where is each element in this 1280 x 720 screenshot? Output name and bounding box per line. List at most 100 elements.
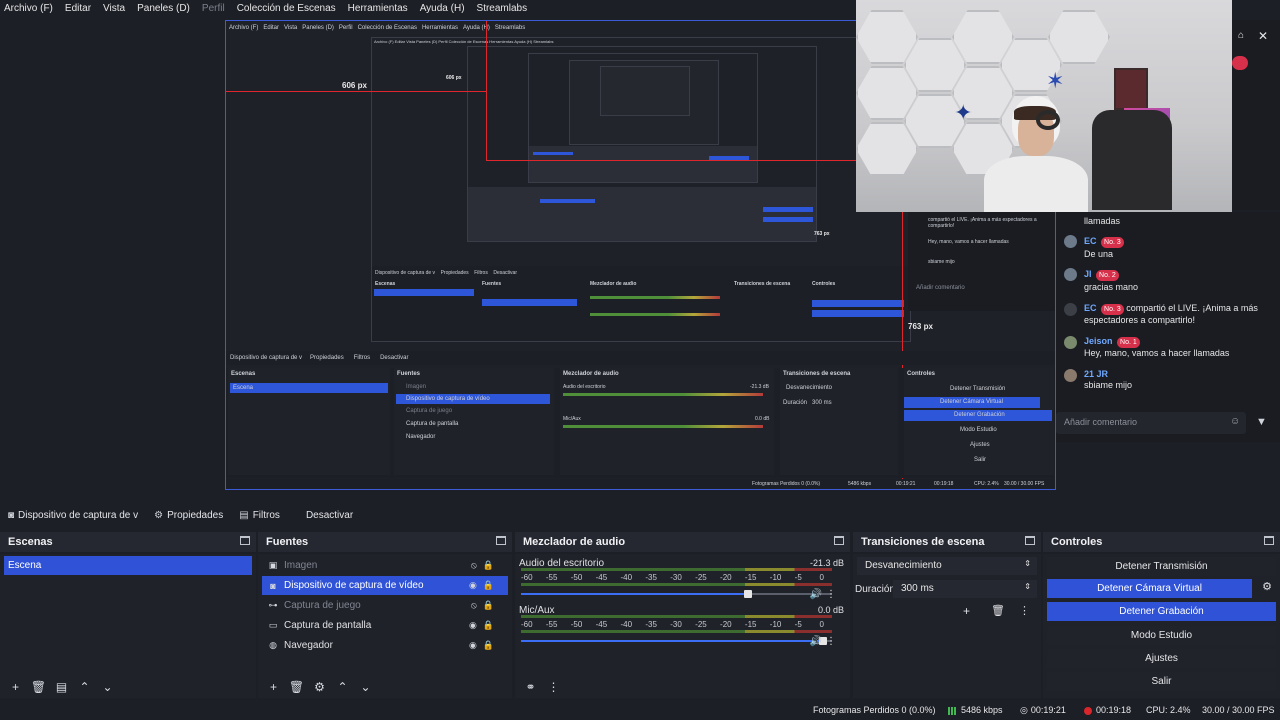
globe-icon: ◍ [269, 640, 277, 650]
scale-tick: 0 [819, 573, 824, 582]
menu-vista[interactable]: Vista [103, 3, 126, 14]
source-item[interactable]: ⊶ Captura de juego ⦸🔒 [262, 596, 508, 615]
stop-virtual-camera-button[interactable]: Detener Cámara Virtual [1047, 579, 1252, 598]
add-icon[interactable]: + [11, 680, 19, 694]
speaker-icon[interactable]: 🔊 [809, 636, 822, 647]
nested-sources-dock: Fuentes Imagen Dispositivo de captura de… [394, 368, 554, 475]
popout-icon[interactable] [496, 536, 506, 545]
guide-horizontal-left [226, 91, 486, 92]
person-icon [984, 96, 1088, 212]
nested-docks: Escenas Escena Fuentes Imagen Dispositiv… [226, 368, 1055, 478]
popout-icon[interactable] [1025, 536, 1035, 545]
filter-icon[interactable]: ▤ [55, 680, 68, 694]
popout-icon[interactable] [1264, 536, 1274, 545]
sources-dock: Fuentes ▣ Imagen ⦸🔒 ◙ Dispositivo de captur… [258, 532, 512, 698]
settings-button[interactable]: Ajustes [1047, 649, 1276, 668]
nested-status-stream: 00:19:21 [896, 481, 916, 487]
nested-audio-1: Mic/Aux [563, 416, 581, 422]
chevron-down-icon[interactable]: ⌄ [102, 680, 113, 694]
filter-icon: ▤ [239, 509, 249, 521]
menu-archivo[interactable]: Archivo (F) [4, 3, 53, 14]
chat-input[interactable]: Añadir comentario ☺ [1056, 412, 1246, 434]
menu-streamlabs[interactable]: Streamlabs [476, 3, 528, 14]
chevron-down-icon[interactable]: ⌄ [360, 680, 371, 694]
bitrate: 5486 kbps [948, 705, 1003, 715]
nested-preview-6 [600, 66, 690, 116]
source-item[interactable]: ▣ Imagen ⦸🔒 [262, 556, 508, 575]
source-item[interactable]: ◙ Dispositivo de captura de vídeo ◉🔒 [262, 576, 508, 595]
deactivate-button[interactable]: Desactivar [298, 505, 361, 525]
link-icon[interactable]: ⚭ [525, 680, 536, 694]
chat-line: Jeison No. 1 Hey, mano, vamos a hacer lla… [1084, 336, 1230, 358]
menu-herramientas[interactable]: Herramientas [347, 3, 408, 14]
add-icon[interactable]: + [963, 604, 971, 618]
nested-transitions-title-2: Transiciones de escena [734, 281, 791, 287]
scale-tick: -55 [545, 620, 558, 629]
camera-icon: ◙ [270, 580, 276, 591]
transitions-dock: Transiciones de escena Desvanecimiento ⇕ … [853, 532, 1041, 698]
visibility-lock-icons[interactable]: ◉🔒 [468, 580, 500, 590]
chevron-up-icon[interactable]: ⌃ [79, 680, 90, 694]
more-options-icon[interactable]: ⋮ [826, 589, 836, 600]
cpu-usage: CPU: 2.4% [1146, 705, 1191, 715]
more-options-icon[interactable]: ⋮ [1019, 605, 1030, 617]
speaker-icon[interactable]: 🔊 [809, 589, 822, 600]
popout-icon[interactable]: ⌂ [1238, 30, 1245, 41]
gear-icon[interactable]: ⚙ [1262, 581, 1272, 593]
nested-status-dropped: Fotogramas Perdidos 0 (0.0%) [752, 481, 821, 487]
nested-status: Fotogramas Perdidos 0 (0.0%) 5486 kbps 0… [226, 479, 1055, 489]
visibility-lock-icons[interactable]: ⦸🔒 [470, 600, 500, 610]
source-item[interactable]: ◍ Navegador ◉🔒 [262, 636, 508, 655]
menu-coleccion-escenas[interactable]: Colección de Escenas [236, 3, 336, 14]
volume-slider[interactable] [521, 637, 832, 645]
volume-slider[interactable] [521, 590, 832, 598]
exit-button[interactable]: Salir [1047, 672, 1276, 691]
nested-ctl-blue-2a [812, 300, 904, 307]
visibility-lock-icons[interactable]: ◉🔒 [468, 620, 500, 630]
nested-toolbar: Dispositivo de captura de v Propiedades … [226, 351, 1055, 365]
more-options-icon[interactable]: ⋮ [547, 680, 560, 694]
dropped-frames: Fotogramas Perdidos 0 (0.0%) [813, 705, 936, 715]
menu-paneles[interactable]: Paneles (D) [137, 3, 190, 14]
stop-recording-button[interactable]: Detener Grabación [1047, 602, 1276, 621]
nested-meter-1 [563, 425, 763, 428]
popout-icon[interactable] [834, 536, 844, 545]
nested-ctl-4: Ajustes [970, 442, 990, 448]
controls-body: Detener Transmisión Detener Cámara Virtu… [1043, 554, 1280, 698]
sources-footer: + 🗑 ⚙ ⌃ ⌄ [262, 680, 377, 694]
more-options-icon[interactable]: ⋮ [826, 636, 836, 647]
popout-icon[interactable] [240, 536, 250, 545]
visibility-lock-icons[interactable]: ⦸🔒 [470, 560, 500, 570]
send-icon[interactable]: ▼ [1256, 416, 1267, 428]
source-item[interactable]: ▭ Captura de pantalla ◉🔒 [262, 616, 508, 635]
add-icon[interactable]: + [269, 680, 277, 694]
scenes-list: Escena + 🗑 ▤ ⌃ ⌄ [0, 554, 256, 698]
emoji-icon[interactable]: ☺ [1230, 416, 1241, 427]
gear-icon[interactable]: ⚙ [314, 680, 325, 694]
chat-line: llamadas [1084, 216, 1121, 226]
scene-item[interactable]: Escena [4, 556, 252, 575]
chat-avatar [1064, 235, 1077, 248]
menu-perfil[interactable]: Perfil [201, 3, 225, 14]
close-icon[interactable]: ✕ [1258, 29, 1269, 43]
signal-icon [948, 706, 958, 715]
properties-button[interactable]: ⚙ Propiedades [146, 505, 231, 525]
nested-meter-2a [590, 296, 720, 299]
transition-select[interactable]: Desvanecimiento ⇕ [857, 557, 1037, 575]
duration-input[interactable]: 300 ms ⇕ [893, 580, 1037, 598]
studio-mode-button[interactable]: Modo Estudio [1047, 626, 1276, 645]
trash-icon[interactable]: 🗑 [288, 680, 305, 694]
nested-chat-line-1: compartió el LIVE. ¡Anima a más espectad… [928, 217, 1037, 229]
nested-scene-sel-2 [374, 289, 474, 296]
menu-editar[interactable]: Editar [64, 3, 92, 14]
filters-button[interactable]: ▤ Filtros [231, 505, 288, 525]
guide-label-763: 763 px [908, 322, 933, 331]
trash-icon[interactable]: 🗑 [991, 605, 1005, 617]
chevron-up-icon[interactable]: ⌃ [337, 680, 348, 694]
scale-tick: -50 [570, 573, 583, 582]
trash-icon[interactable]: 🗑 [30, 680, 47, 694]
stop-streaming-button[interactable]: Detener Transmisión [1047, 557, 1276, 576]
menu-ayuda[interactable]: Ayuda (H) [419, 3, 465, 14]
nested-status-fps: 30.00 / 30.00 FPS [1004, 481, 1045, 487]
visibility-lock-icons[interactable]: ◉🔒 [468, 640, 500, 650]
